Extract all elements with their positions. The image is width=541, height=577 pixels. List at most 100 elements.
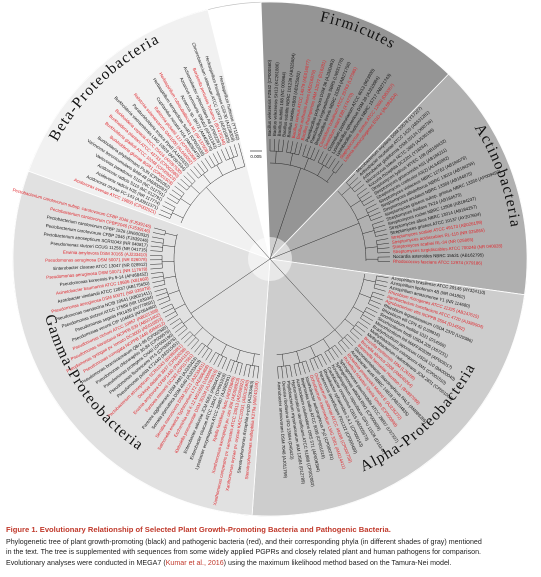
tree-branch: [269, 222, 360, 260]
tree-branch: [200, 160, 209, 171]
tree-branch: [352, 327, 363, 336]
tree-branch: [372, 291, 385, 296]
tree-branch: [152, 232, 165, 236]
tree-branch: [369, 211, 381, 218]
tree-branch: [150, 263, 163, 265]
tree-branch: [206, 336, 215, 347]
tree-branch: [359, 293, 371, 299]
tree-branch: [229, 145, 234, 158]
tree-branch-arc: [309, 353, 322, 360]
tree-branch: [373, 224, 386, 229]
tree-branch-arc: [337, 190, 367, 262]
tree-branch: [282, 139, 285, 152]
tree-branch: [180, 198, 191, 206]
tree-branch: [371, 295, 383, 301]
tree-branch: [314, 149, 320, 161]
tree-branch: [216, 151, 223, 163]
tree-branch: [298, 143, 303, 155]
tree-branch: [164, 311, 176, 318]
tree-branch: [302, 144, 307, 157]
tree-branch: [317, 355, 323, 367]
scale-bar-label: 0.005: [250, 154, 262, 159]
tree-branch: [376, 238, 389, 241]
tree-branch: [357, 214, 369, 221]
tree-branch: [349, 177, 359, 186]
tree-branch: [206, 187, 271, 260]
tree-branch: [369, 299, 382, 305]
tree-branch: [355, 324, 366, 333]
tree-branch: [360, 317, 371, 325]
pgpr-label: Nocardia asteroides NBRC 15531 (AB162795…: [393, 252, 484, 259]
tree-branch: [233, 144, 238, 157]
tree-branch: [252, 365, 255, 378]
tree-branch: [166, 197, 178, 204]
tree-branch-arc: [171, 303, 178, 316]
tree-branch: [290, 141, 294, 154]
tree-branch: [151, 276, 164, 279]
tree-branch: [338, 342, 347, 353]
tree-branch: [220, 344, 227, 356]
tree-branch: [365, 203, 377, 210]
tree-branch: [326, 171, 335, 182]
figure-caption-body: Phylogenetic tree of plant growth-promot…: [6, 537, 536, 568]
tree-branch: [248, 365, 251, 378]
tree-branch: [216, 164, 223, 176]
tree-branch: [321, 153, 328, 165]
tree-branch: [344, 318, 355, 327]
tree-branch: [301, 362, 306, 374]
tree-branch: [167, 290, 180, 295]
tree-branch: [169, 193, 180, 201]
tree-branch: [212, 153, 219, 165]
tree-branch: [375, 233, 388, 237]
tree-branch: [304, 158, 309, 170]
tree-branch-arc: [269, 162, 329, 183]
tree-branch: [364, 310, 376, 318]
tree-branch: [163, 275, 176, 279]
tree-branch: [150, 245, 163, 248]
tree-branch: [183, 316, 194, 324]
tree-branch: [306, 146, 311, 158]
caption-line: Evolutionary analyses were conducted in …: [6, 558, 536, 568]
tree-branch: [180, 178, 190, 188]
tree-branch: [154, 227, 166, 232]
tree-branch: [374, 229, 387, 233]
tree-branch: [155, 292, 168, 297]
phylogenetic-tree-figure: 0.005 Bacillus velezensis FZB42 (CP000560…: [12, 1, 528, 517]
tree-branch-arc: [246, 364, 259, 367]
tree-branch: [278, 139, 280, 152]
tree-branch: [152, 280, 165, 283]
pathogen-label: Pseudomonas aeruginosa DSM 50071 (NR 026…: [45, 257, 147, 263]
tree-branch: [376, 275, 389, 278]
tree-branch: [190, 340, 200, 350]
tree-branches: [150, 139, 390, 379]
tree-branch: [201, 347, 209, 358]
pgpr-label: Aminobacter aminovorans DSM 7048 (AJ0117…: [276, 382, 288, 479]
tree-branch: [150, 267, 163, 270]
tree-branch: [162, 245, 175, 248]
tree-branch: [194, 342, 203, 353]
tree-branch: [334, 329, 344, 339]
tree-branch: [367, 207, 379, 214]
tree-branch: [275, 151, 277, 164]
pgpr-label: Bacillus velezensis SH13 (KC261886): [272, 62, 280, 137]
tree-branch: [231, 157, 237, 170]
tree-branch: [323, 338, 331, 349]
tree-branch: [167, 314, 178, 322]
tree-branch: [183, 175, 193, 185]
citation-link[interactable]: Kumar et al., 2016: [165, 558, 224, 567]
tree-branch: [297, 363, 302, 375]
tree-branch: [154, 288, 167, 292]
tree-branch: [202, 174, 211, 184]
tree-branch-arc: [180, 166, 245, 224]
tree-branch: [197, 345, 206, 356]
tree-branch: [257, 366, 259, 379]
caption-line: Phylogenetic tree of plant growth-promot…: [6, 538, 482, 546]
tree-branch: [332, 160, 340, 171]
tree-branch: [357, 321, 368, 329]
pathogen-label: Rhodococcus fascians ATCC 12974 (X79186): [393, 259, 483, 266]
tree-branch: [186, 172, 196, 182]
tree-branch: [197, 163, 205, 174]
tree-branch: [177, 328, 188, 337]
pathogen-label: Erwinia amylovora DSM 30165 (AJ233410): [63, 250, 148, 258]
tree-branch: [370, 216, 383, 221]
